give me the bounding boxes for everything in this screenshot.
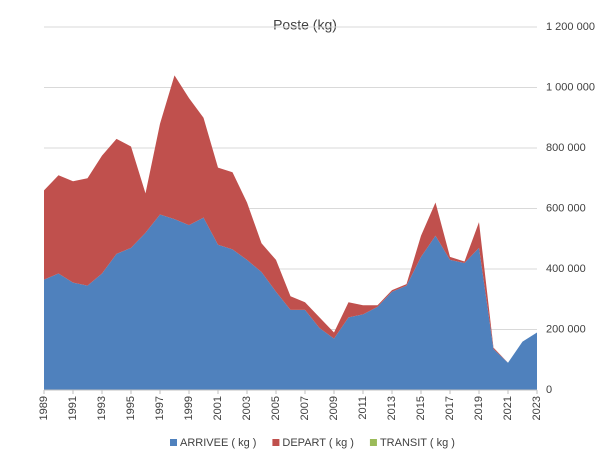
x-tick-label: 1995 <box>125 396 137 420</box>
legend-swatch <box>170 439 177 446</box>
legend-label: ARRIVEE ( kg ) <box>180 437 256 449</box>
x-tick-label: 2021 <box>502 396 514 420</box>
x-tick-label: 1991 <box>67 396 79 420</box>
x-tick-label: 2015 <box>415 396 427 420</box>
legend-label: DEPART ( kg ) <box>282 437 354 449</box>
x-tick-label: 2011 <box>357 396 369 420</box>
x-tick-label: 2019 <box>473 396 485 420</box>
legend-label: TRANSIT ( kg ) <box>380 437 455 449</box>
x-tick-label: 2007 <box>299 396 311 420</box>
y-tick-label: 0 <box>546 384 552 396</box>
y-tick-label: 1 200 000 <box>546 21 595 33</box>
x-tick-label: 2023 <box>531 396 543 420</box>
x-tick-label: 1999 <box>183 396 195 420</box>
x-tick-label: 2013 <box>386 396 398 420</box>
x-tick-label: 2017 <box>444 396 456 420</box>
y-tick-label: 800 000 <box>546 142 586 154</box>
legend-swatch <box>369 439 377 446</box>
x-tick-label: 2009 <box>328 396 340 420</box>
x-tick-label: 1993 <box>96 396 108 420</box>
chart-title: Poste (kg) <box>273 17 337 33</box>
x-tick-label: 2001 <box>212 396 224 420</box>
y-tick-label: 400 000 <box>546 263 586 275</box>
y-tick-label: 200 000 <box>546 323 586 335</box>
y-tick-label: 1 000 000 <box>546 81 595 93</box>
y-tick-label: 600 000 <box>546 202 586 214</box>
x-tick-label: 2005 <box>270 396 282 420</box>
area <box>44 214 537 390</box>
area <box>44 75 537 363</box>
x-tick-label: 2003 <box>241 396 253 420</box>
x-tick-label: 1989 <box>38 396 50 420</box>
x-tick-label: 1997 <box>154 396 166 420</box>
legend-swatch <box>272 439 280 446</box>
